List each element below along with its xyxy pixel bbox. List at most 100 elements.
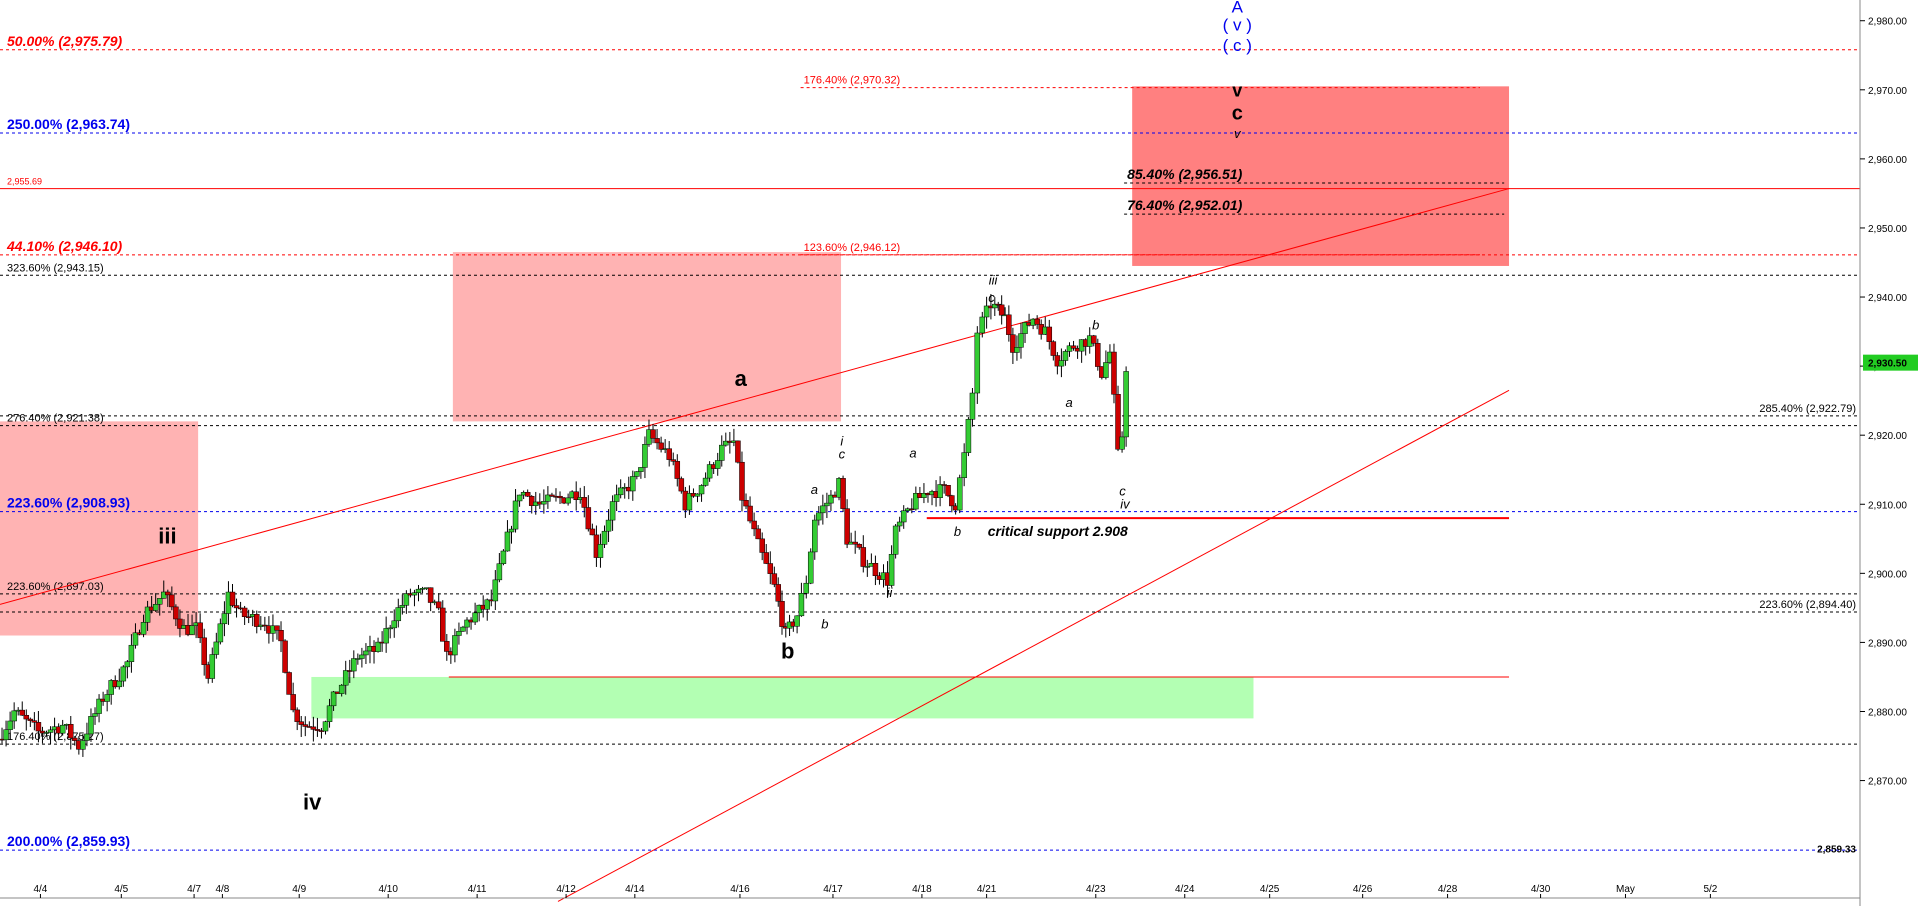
- candle-up: [144, 606, 151, 623]
- level-label: 285.40% (2,922.79): [1759, 403, 1856, 415]
- candle-up: [330, 691, 337, 707]
- candle-up: [541, 501, 547, 505]
- candle-up: [719, 444, 725, 461]
- y-tick-label: 2,900.00: [1868, 569, 1907, 580]
- candle-down: [282, 640, 288, 673]
- candle-down: [23, 714, 30, 720]
- candle-up: [391, 620, 397, 629]
- y-tick-label: 2,970.00: [1868, 86, 1907, 97]
- candle-up: [913, 493, 919, 510]
- candle-down: [1091, 335, 1097, 344]
- y-tick-label: 2,880.00: [1868, 707, 1907, 718]
- last-price-label: 2,930.50: [1868, 359, 1907, 370]
- x-tick-label: 4/24: [1175, 884, 1195, 895]
- candle-down: [666, 448, 672, 460]
- candle-up: [1119, 436, 1125, 450]
- x-tick-label: 4/21: [977, 884, 997, 895]
- candle-up: [723, 440, 729, 446]
- candle-up: [189, 625, 195, 635]
- candle-up: [1123, 371, 1129, 438]
- wave-label: ( c ): [1223, 36, 1252, 55]
- candle-up: [597, 544, 604, 558]
- wave-label: a: [811, 482, 818, 497]
- candle-up: [161, 591, 167, 599]
- candle-down: [314, 729, 321, 731]
- x-tick-label: 4/7: [187, 884, 201, 895]
- candle-down: [39, 730, 46, 734]
- candle-up: [601, 530, 608, 545]
- candle-up: [11, 710, 17, 722]
- candle-down: [763, 552, 769, 564]
- wave-label: v: [1234, 126, 1242, 141]
- candle-down: [755, 528, 761, 540]
- x-tick-label: 4/9: [292, 884, 306, 895]
- candle-up: [828, 494, 834, 504]
- candle-down: [229, 591, 236, 606]
- level-label: 250.00% (2,963.74): [7, 116, 130, 132]
- candle-down: [201, 637, 207, 665]
- x-tick-label: 4/18: [912, 884, 932, 895]
- candle-up: [213, 641, 220, 655]
- candle-up: [452, 635, 458, 656]
- trend-lines: [0, 188, 1510, 902]
- wave-label: iii: [989, 273, 999, 288]
- candle-up: [888, 554, 895, 586]
- candle-up: [1014, 347, 1020, 353]
- candle-up: [464, 619, 470, 628]
- candle-up: [516, 494, 523, 502]
- candle-down: [674, 461, 681, 479]
- zone-box: [452, 252, 842, 422]
- candle-down: [233, 605, 240, 609]
- wave-label: i: [840, 434, 844, 449]
- wave-label: critical support 2.908: [988, 523, 1128, 539]
- candle-up: [698, 485, 705, 495]
- candle-down: [72, 737, 78, 741]
- candle-down: [735, 440, 741, 463]
- candle-up: [47, 729, 54, 733]
- wave-label: iv: [1120, 496, 1131, 511]
- candle-down: [245, 616, 252, 618]
- y-tick-label: 2,870.00: [1868, 777, 1907, 788]
- fib-levels: 50.00% (2,975.79) 250.00% (2,963.74) 2,955…: [0, 33, 1860, 851]
- y-tick-label: 2,980.00: [1868, 17, 1907, 28]
- x-tick-label: 4/26: [1353, 884, 1373, 895]
- candle-down: [751, 520, 757, 530]
- zone-level-label: 85.40% (2,956.51): [1127, 166, 1243, 182]
- candle-up: [630, 476, 636, 492]
- x-tick-label: 4/28: [1438, 884, 1458, 895]
- wave-label: c: [839, 447, 846, 462]
- candle-down: [1111, 351, 1117, 395]
- candle-up: [363, 650, 369, 656]
- candle-up: [456, 631, 462, 636]
- candle-up: [84, 733, 90, 741]
- candle-down: [173, 606, 179, 620]
- candle-up: [864, 566, 871, 568]
- candle-up: [937, 484, 943, 498]
- candle-down: [743, 500, 749, 507]
- y-tick-label: 2,920.00: [1868, 431, 1907, 442]
- candle-up: [900, 510, 907, 523]
- candle-down: [678, 478, 685, 492]
- y-tick-label: 2,890.00: [1868, 638, 1907, 649]
- candle-up: [896, 521, 903, 527]
- candle-down: [759, 538, 765, 553]
- candle-down: [1010, 334, 1016, 353]
- candle-up: [794, 615, 800, 627]
- candle-down: [35, 722, 42, 732]
- x-tick-label: May: [1616, 884, 1635, 895]
- candle-down: [739, 461, 745, 501]
- candle-down: [840, 478, 846, 509]
- zone-boxes: [0, 86, 1510, 719]
- zone-box: [311, 676, 1254, 719]
- x-tick-label: 4/10: [378, 884, 398, 895]
- candle-down: [169, 594, 175, 608]
- candle-down: [856, 543, 862, 548]
- candle-up: [545, 494, 551, 502]
- candle-up: [411, 592, 418, 596]
- candle-down: [573, 491, 579, 500]
- candle-up: [969, 392, 976, 420]
- y-tick-label: 2,940.00: [1868, 293, 1907, 304]
- candle-down: [852, 541, 858, 545]
- candle-up: [979, 316, 986, 334]
- candle-up: [124, 661, 131, 668]
